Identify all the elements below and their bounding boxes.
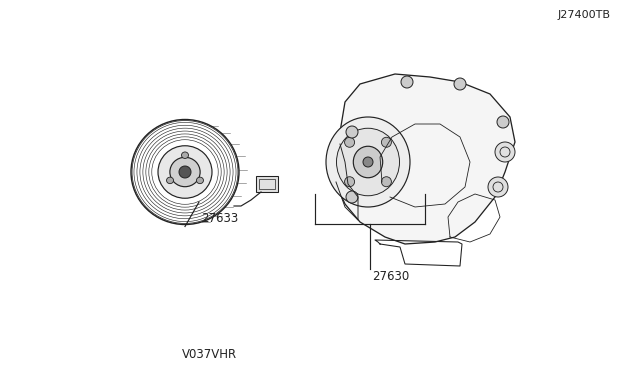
Bar <box>259 179 275 189</box>
Text: 27633: 27633 <box>201 212 238 225</box>
Circle shape <box>497 116 509 128</box>
Circle shape <box>401 76 413 88</box>
Polygon shape <box>335 74 515 244</box>
Circle shape <box>344 137 355 147</box>
Circle shape <box>363 157 373 167</box>
Text: V037VHR: V037VHR <box>182 348 237 361</box>
Circle shape <box>346 126 358 138</box>
Circle shape <box>346 191 358 203</box>
Circle shape <box>488 177 508 197</box>
Circle shape <box>179 166 191 178</box>
Ellipse shape <box>326 117 410 207</box>
Circle shape <box>381 177 392 187</box>
Ellipse shape <box>196 177 204 184</box>
Text: J27400TB: J27400TB <box>558 10 611 20</box>
Circle shape <box>381 137 392 147</box>
Ellipse shape <box>166 177 173 184</box>
Bar <box>256 176 278 192</box>
Ellipse shape <box>170 157 200 187</box>
Ellipse shape <box>158 146 212 198</box>
Circle shape <box>495 142 515 162</box>
Text: 27630: 27630 <box>372 270 409 283</box>
Ellipse shape <box>182 152 189 158</box>
Ellipse shape <box>353 146 383 178</box>
Circle shape <box>344 177 355 187</box>
Ellipse shape <box>337 128 399 196</box>
Circle shape <box>454 78 466 90</box>
